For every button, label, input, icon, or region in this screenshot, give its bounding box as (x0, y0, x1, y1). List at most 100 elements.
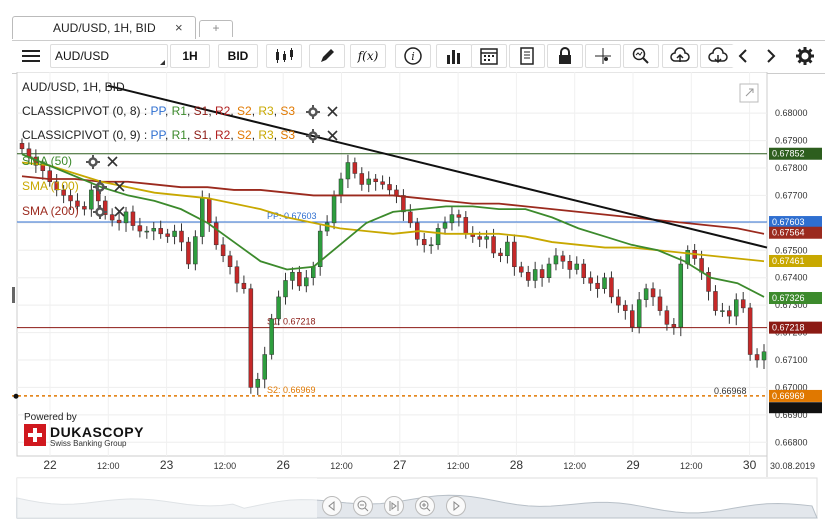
candle-body (636, 299, 642, 328)
candle-body (102, 200, 108, 215)
zoom-in-button[interactable] (415, 496, 435, 516)
price-tag-label: 0.67603 (772, 217, 805, 227)
candle-body (574, 263, 580, 270)
candle-body (505, 241, 510, 257)
close-tab-icon[interactable]: × (175, 20, 183, 35)
candle-body (463, 217, 469, 235)
download-button[interactable] (700, 44, 736, 68)
new-tab-button[interactable]: + (199, 20, 233, 37)
candle-body (352, 162, 358, 174)
candle-body (740, 299, 746, 309)
price-tag (769, 292, 822, 305)
popout-icon[interactable] (739, 83, 759, 103)
price-chart[interactable]: 0.680000.679000.678000.677000.676000.675… (12, 72, 825, 522)
price-tag (769, 389, 822, 402)
current-price-tag (769, 402, 822, 414)
candle-body (609, 277, 614, 298)
symbol-label: AUD/USD (55, 49, 110, 63)
sma200-controls[interactable] (93, 205, 127, 219)
draw-tool-button[interactable] (309, 44, 345, 68)
candle-body (581, 263, 586, 278)
candle-body (151, 228, 157, 232)
price-tag-label: 0.67564 (772, 228, 805, 238)
scroll-left-button[interactable] (732, 44, 754, 68)
candle-body (435, 228, 441, 246)
candle-body (567, 261, 573, 270)
indicators-button[interactable]: f(x) (350, 44, 386, 68)
side-select[interactable]: BID (218, 44, 258, 68)
candle-body (421, 239, 427, 246)
zoom-icon (632, 47, 649, 64)
candle-body (525, 271, 531, 281)
upload-button[interactable] (662, 44, 698, 68)
scroll-right-button[interactable] (760, 44, 782, 68)
x-tick-label: 26 (277, 458, 291, 472)
sma100-controls[interactable] (93, 180, 127, 194)
candle-body (338, 178, 344, 196)
price-tag-label: 0.67326 (772, 293, 805, 303)
close-icon (327, 106, 338, 117)
lock-icon (559, 47, 571, 64)
candle-body (754, 354, 760, 361)
candle-body (19, 143, 25, 150)
candle-body (401, 195, 406, 213)
nav-back-button[interactable] (322, 496, 342, 516)
close-icon (114, 206, 125, 217)
sma50-controls[interactable] (86, 155, 120, 169)
x-tick-label: 12:00 (97, 461, 120, 471)
zoom-button[interactable] (623, 44, 659, 68)
x-tick-label: 30 (743, 458, 757, 472)
pivot-8-controls[interactable] (306, 105, 340, 119)
pivot-label-s1: S1: 0.67218 (267, 317, 316, 327)
chart-type-button[interactable] (266, 44, 302, 68)
candle-body (623, 304, 628, 311)
candle-body (387, 184, 392, 191)
candle-body (311, 266, 316, 278)
calendar-button[interactable] (471, 44, 507, 68)
candle-body (713, 291, 718, 311)
period-select[interactable]: 1H (170, 44, 210, 68)
price-tag-label: 0.67461 (772, 256, 805, 266)
candle-body (629, 310, 635, 328)
nav-forward-button[interactable] (446, 496, 466, 516)
crosshair-icon (595, 48, 611, 64)
candle-body (317, 230, 323, 267)
chart-tab[interactable]: AUD/USD, 1H, BID × (12, 16, 196, 39)
candle-body (456, 214, 462, 218)
menu-icon[interactable] (16, 44, 46, 68)
triangle-right-icon (453, 500, 460, 512)
candle-body (144, 230, 150, 233)
volume-button[interactable] (436, 44, 472, 68)
candle-body (290, 271, 295, 281)
y-tick-label: 0.66800 (775, 437, 808, 447)
info-button[interactable]: i (395, 44, 431, 68)
indicator-row-sma50: SMA (50) (22, 154, 73, 168)
fit-button[interactable] (384, 496, 404, 516)
zoom-out-button[interactable] (353, 496, 373, 516)
chart-title: AUD/USD, 1H, BID (22, 80, 125, 94)
close-icon (114, 181, 125, 192)
chevron-right-icon (767, 49, 776, 63)
svg-text:i: i (411, 50, 415, 63)
bar-chart-icon (447, 50, 460, 64)
symbol-select[interactable]: AUD/USD (50, 44, 168, 68)
indicator-row-pivot-8: CLASSICPIVOT (0, 8) : PP, R1, S1, R2, S2… (22, 104, 296, 118)
candle-body (47, 170, 52, 182)
candle-body (158, 228, 163, 235)
candle-body (255, 378, 261, 388)
candle-body (477, 236, 482, 240)
period-label: 1H (182, 49, 198, 63)
y-tick-label: 0.67400 (775, 273, 808, 283)
crosshair-button[interactable] (585, 44, 621, 68)
candle-body (428, 244, 434, 247)
candle-body (602, 277, 607, 289)
pivot-9-controls[interactable] (306, 129, 340, 143)
chart-area[interactable]: 0.680000.679000.678000.677000.676000.675… (12, 72, 825, 522)
lock-button[interactable] (547, 44, 583, 68)
candle-body (553, 255, 559, 265)
settings-button[interactable] (792, 44, 818, 68)
candle-body (123, 211, 129, 224)
news-button[interactable] (509, 44, 545, 68)
indicator-row-sma200: SMA (200) (22, 204, 79, 218)
y-tick-label: 0.67500 (775, 245, 808, 255)
